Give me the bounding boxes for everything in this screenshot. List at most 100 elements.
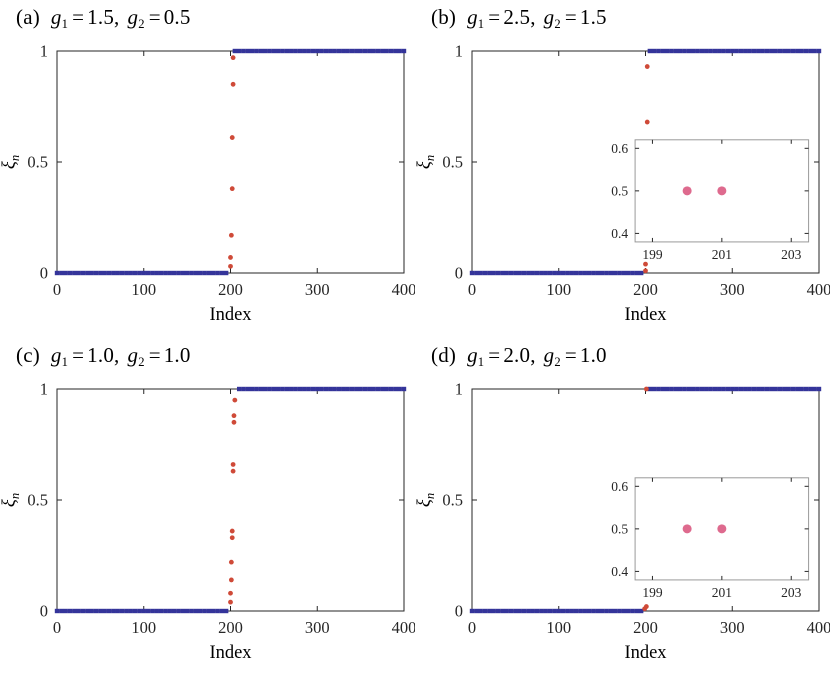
data-point-square xyxy=(85,270,90,276)
data-point-square xyxy=(150,270,155,276)
data-point-square xyxy=(730,48,735,54)
data-point-square xyxy=(669,386,674,392)
data-point-square xyxy=(647,48,653,54)
x-tick-label: 400 xyxy=(392,280,415,299)
data-point-square xyxy=(608,270,613,276)
inset-data-point-dot xyxy=(682,524,692,534)
data-point-square xyxy=(634,608,640,614)
equation-segment: g xyxy=(127,343,139,367)
series-lower-band xyxy=(469,608,644,614)
data-point-dot xyxy=(229,535,235,541)
data-point-dot xyxy=(229,528,235,534)
data-point-square xyxy=(210,270,216,276)
data-point-dot xyxy=(229,186,235,192)
data-point-square xyxy=(769,386,774,392)
data-point-square xyxy=(297,48,303,54)
panel-label: (b) xyxy=(431,5,457,29)
data-point-square xyxy=(341,386,346,392)
data-point-square xyxy=(310,48,316,54)
data-point-square xyxy=(154,608,159,614)
data-point-square xyxy=(651,48,657,54)
data-point-square xyxy=(132,270,138,276)
data-point-square xyxy=(59,608,64,614)
data-point-square xyxy=(206,270,212,276)
data-point-square xyxy=(738,386,744,392)
panel-label: (c) xyxy=(16,343,40,367)
data-point-square xyxy=(743,48,748,54)
inset-y-tick-label: 0.4 xyxy=(611,226,628,241)
data-point-square xyxy=(106,270,112,276)
data-point-square xyxy=(219,608,225,614)
data-point-dot xyxy=(228,255,233,260)
data-point-square xyxy=(388,48,394,54)
data-point-square xyxy=(241,48,246,54)
data-point-square xyxy=(197,608,203,614)
data-point-square xyxy=(93,608,99,614)
equation-segment: 1 xyxy=(477,16,485,31)
data-point-square xyxy=(258,48,264,54)
data-point-square xyxy=(176,608,181,614)
data-point-square xyxy=(487,270,492,276)
data-point-square xyxy=(691,48,696,54)
equation-segment: , xyxy=(114,343,120,367)
data-point-square xyxy=(210,608,216,614)
y-tick-label: 0 xyxy=(455,264,463,283)
data-point-dot xyxy=(231,413,237,419)
equation-segment: = xyxy=(72,343,85,367)
data-point-square xyxy=(367,48,372,54)
data-point-square xyxy=(478,270,483,276)
data-point-square xyxy=(245,48,251,54)
equation-segment: 2 xyxy=(554,16,561,31)
data-point-square xyxy=(621,270,627,276)
inset-series-edge-states xyxy=(682,524,727,534)
data-point-square xyxy=(591,270,596,276)
y-axis-label-base: ξ xyxy=(415,161,435,169)
data-point-square xyxy=(474,270,479,276)
data-point-square xyxy=(349,386,355,392)
data-point-square xyxy=(777,386,783,392)
data-point-square xyxy=(599,608,605,614)
data-point-square xyxy=(625,608,631,614)
data-point-square xyxy=(569,270,574,276)
data-point-square xyxy=(604,270,609,276)
data-point-square xyxy=(638,270,644,276)
data-point-square xyxy=(59,270,64,276)
data-point-square xyxy=(487,608,492,614)
data-point-square xyxy=(660,386,666,392)
data-point-square xyxy=(508,608,514,614)
data-point-square xyxy=(699,48,705,54)
data-point-square xyxy=(184,270,190,276)
equation-segment: = xyxy=(488,5,501,29)
y-tick-label: 0.5 xyxy=(442,491,463,510)
data-point-square xyxy=(808,386,813,392)
data-point-square xyxy=(803,48,809,54)
equation-segment: 1 xyxy=(61,354,69,369)
data-point-square xyxy=(106,608,112,614)
y-tick-label: 0.5 xyxy=(27,491,48,510)
inset-y-tick-label: 0.6 xyxy=(611,141,628,156)
panel-equation: g1 = 1.5, g2 = 0.5 xyxy=(51,5,191,31)
data-point-square xyxy=(232,48,238,54)
data-point-square xyxy=(171,270,177,276)
equation-segment: 1.0 xyxy=(87,343,115,367)
data-point-square xyxy=(158,270,164,276)
data-point-square xyxy=(276,48,281,54)
data-point-square xyxy=(504,608,509,614)
data-point-square xyxy=(656,386,661,392)
y-axis-label-base: ξ xyxy=(0,161,20,169)
data-point-square xyxy=(393,48,398,54)
data-point-square xyxy=(756,386,761,392)
data-point-square xyxy=(795,386,800,392)
inset-x-tick-label: 201 xyxy=(712,247,732,262)
data-point-square xyxy=(816,48,822,54)
data-point-square xyxy=(354,386,359,392)
x-tick-label: 0 xyxy=(53,280,61,299)
data-point-square xyxy=(219,270,225,276)
data-point-square xyxy=(245,386,251,392)
x-tick-label: 0 xyxy=(53,618,61,637)
panel-title: (a) g1 = 1.5, g2 = 0.5 xyxy=(0,0,415,41)
data-point-square xyxy=(249,48,255,54)
data-point-dot xyxy=(228,590,233,596)
data-point-square xyxy=(586,608,592,614)
